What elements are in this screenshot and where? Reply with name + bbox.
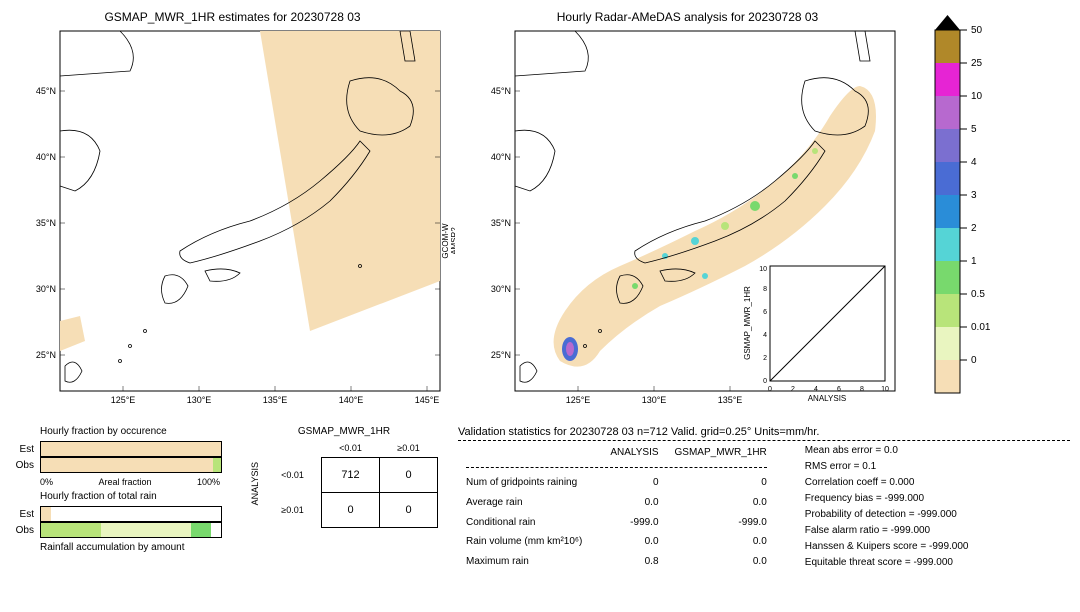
svg-text:8: 8 — [860, 386, 864, 393]
contingency-panel: GSMAP_MWR_1HR ANALYSIS <0.01 ≥0.01 <0.01… — [250, 426, 438, 528]
svg-text:140°E: 140°E — [339, 395, 364, 405]
colorbar-svg: 50 25 10 5 4 3 2 1 0.5 0.01 0 — [925, 10, 1015, 400]
svg-text:10: 10 — [881, 386, 889, 393]
svg-text:5: 5 — [971, 124, 977, 135]
svg-text:30°N: 30°N — [36, 284, 56, 294]
svg-text:0: 0 — [971, 355, 977, 366]
left-map-title: GSMAP_MWR_1HR estimates for 20230728 03 — [104, 10, 360, 24]
bottom-row: Hourly fraction by occurence Est Obs 0% A… — [10, 426, 1070, 571]
stats-metric: Frequency bias = -999.000 — [805, 491, 969, 507]
svg-text:6: 6 — [763, 309, 767, 316]
svg-text:135°E: 135°E — [718, 395, 743, 405]
stats-right-list: Mean abs error = 0.0RMS error = 0.1Corre… — [805, 443, 969, 571]
bar-label: Est — [10, 509, 34, 520]
contingency-table: <0.01 ≥0.01 <0.01 712 0 ≥0.01 0 0 — [264, 439, 438, 528]
maps-row: GSMAP_MWR_1HR estimates for 20230728 03 — [10, 10, 1070, 411]
svg-text:0.01: 0.01 — [971, 322, 991, 333]
svg-text:10: 10 — [759, 266, 767, 273]
svg-text:2: 2 — [971, 223, 977, 234]
svg-text:25: 25 — [971, 58, 983, 69]
svg-text:GCOM-W: GCOM-W — [441, 223, 450, 259]
svg-text:8: 8 — [763, 286, 767, 293]
svg-text:10: 10 — [971, 91, 983, 102]
stats-metric: Correlation coeff = 0.000 — [805, 475, 969, 491]
svg-text:ANALYSIS: ANALYSIS — [808, 394, 847, 403]
svg-text:145°E: 145°E — [415, 395, 440, 405]
svg-text:50: 50 — [971, 25, 983, 36]
colorbar-panel: 50 25 10 5 4 3 2 1 0.5 0.01 0 — [925, 10, 1015, 400]
svg-text:35°N: 35°N — [36, 218, 56, 228]
svg-text:40°N: 40°N — [491, 152, 511, 162]
bar-track — [40, 522, 222, 538]
svg-text:2: 2 — [763, 355, 767, 362]
contingency-side: ANALYSIS — [250, 462, 260, 505]
stats-metric: Equitable threat score = -999.000 — [805, 555, 969, 571]
fraction-panel: Hourly fraction by occurence Est Obs 0% A… — [10, 426, 230, 553]
stats-panel: Validation statistics for 20230728 03 n=… — [458, 426, 1070, 571]
stats-metric: Hanssen & Kuipers score = -999.000 — [805, 539, 969, 555]
axis-left: 0% — [40, 477, 53, 487]
svg-text:35°N: 35°N — [491, 218, 511, 228]
svg-text:0: 0 — [768, 386, 772, 393]
svg-text:4: 4 — [763, 332, 767, 339]
bar-label: Obs — [10, 460, 34, 471]
svg-text:135°E: 135°E — [263, 395, 288, 405]
bar-track — [40, 506, 222, 522]
stats-metric: False alarm ratio = -999.000 — [805, 523, 969, 539]
svg-text:45°N: 45°N — [491, 86, 511, 96]
fraction-rain-title: Hourly fraction of total rain — [40, 491, 230, 502]
axis-right: 100% — [197, 477, 220, 487]
svg-text:1: 1 — [971, 256, 977, 267]
right-map-panel: Hourly Radar-AMeDAS analysis for 2023072… — [465, 10, 910, 411]
page-root: GSMAP_MWR_1HR estimates for 20230728 03 — [10, 10, 1070, 571]
bar-track — [40, 441, 222, 457]
svg-text:0.5: 0.5 — [971, 289, 985, 300]
svg-text:40°N: 40°N — [36, 152, 56, 162]
svg-text:130°E: 130°E — [642, 395, 667, 405]
svg-text:6: 6 — [837, 386, 841, 393]
axis-mid: Areal fraction — [98, 477, 151, 487]
svg-text:130°E: 130°E — [187, 395, 212, 405]
left-map-panel: GSMAP_MWR_1HR estimates for 20230728 03 — [10, 10, 455, 411]
contingency-header: GSMAP_MWR_1HR — [298, 426, 390, 437]
stats-metric: RMS error = 0.1 — [805, 459, 969, 475]
stats-metric: Probability of detection = -999.000 — [805, 507, 969, 523]
fraction-occ-title: Hourly fraction by occurence — [40, 426, 230, 437]
svg-text:125°E: 125°E — [566, 395, 591, 405]
stats-metric: Mean abs error = 0.0 — [805, 443, 969, 459]
svg-text:0: 0 — [763, 378, 767, 385]
right-map-svg: 0 2 4 6 8 10 0 2 4 6 8 10 ANALYSIS GSMAP_MWR_1… — [465, 26, 910, 411]
svg-text:25°N: 25°N — [491, 350, 511, 360]
svg-text:GSMAP_MWR_1HR: GSMAP_MWR_1HR — [743, 286, 752, 360]
bar-label: Est — [10, 444, 34, 455]
svg-text:4: 4 — [814, 386, 818, 393]
svg-text:4: 4 — [971, 157, 977, 168]
stats-table: ANALYSISGSMAP_MWR_1HR Num of gridpoints … — [458, 443, 775, 571]
svg-text:45°N: 45°N — [36, 86, 56, 96]
fraction-footer: Rainfall accumulation by amount — [40, 542, 230, 553]
svg-text:3: 3 — [971, 190, 977, 201]
svg-text:125°E: 125°E — [111, 395, 136, 405]
left-map-svg: 25°N 30°N 35°N 40°N 45°N — [10, 26, 455, 411]
right-map-title: Hourly Radar-AMeDAS analysis for 2023072… — [557, 10, 818, 24]
bar-track — [40, 457, 222, 473]
svg-text:AMSR2: AMSR2 — [450, 227, 455, 255]
stats-title: Validation statistics for 20230728 03 n=… — [458, 426, 1070, 438]
svg-text:30°N: 30°N — [491, 284, 511, 294]
svg-text:25°N: 25°N — [36, 350, 56, 360]
svg-text:2: 2 — [791, 386, 795, 393]
bar-label: Obs — [10, 525, 34, 536]
